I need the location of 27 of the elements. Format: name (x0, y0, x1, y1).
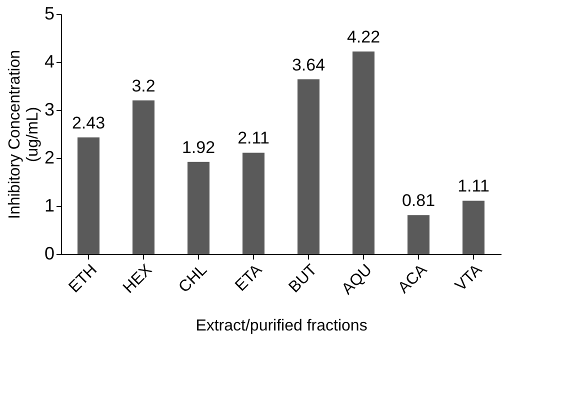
y-tick-label: 1 (44, 196, 54, 216)
bar (132, 100, 154, 254)
data-label: 1.11 (458, 176, 490, 196)
bar (352, 51, 374, 254)
bar (242, 152, 264, 254)
y-tick-label: 0 (44, 244, 54, 264)
y-tick-label: 4 (44, 52, 54, 72)
data-label: 0.81 (402, 191, 436, 210)
y-axis-title: Inhibitory Concentration (ug/mL) (6, 50, 42, 219)
y-tick-label: 5 (44, 4, 54, 24)
bar (188, 162, 210, 254)
x-tick-label: CHL (176, 261, 211, 296)
y-tick-label: 2 (44, 148, 54, 168)
bar (462, 200, 484, 254)
data-label: 4.22 (346, 27, 380, 46)
bar (408, 215, 430, 254)
bar (298, 79, 320, 254)
bar (78, 137, 100, 254)
data-label: 3.2 (132, 76, 156, 96)
x-tick-label: ETA (232, 261, 266, 295)
data-label: 2.11 (238, 128, 270, 148)
data-label: 1.92 (182, 138, 216, 157)
data-label: 2.43 (72, 113, 106, 132)
y-tick-label: 3 (44, 100, 54, 120)
x-tick-label: VTA (452, 261, 486, 295)
x-axis-title: Extract/purified fractions (196, 317, 368, 334)
data-label: 3.64 (292, 55, 326, 74)
